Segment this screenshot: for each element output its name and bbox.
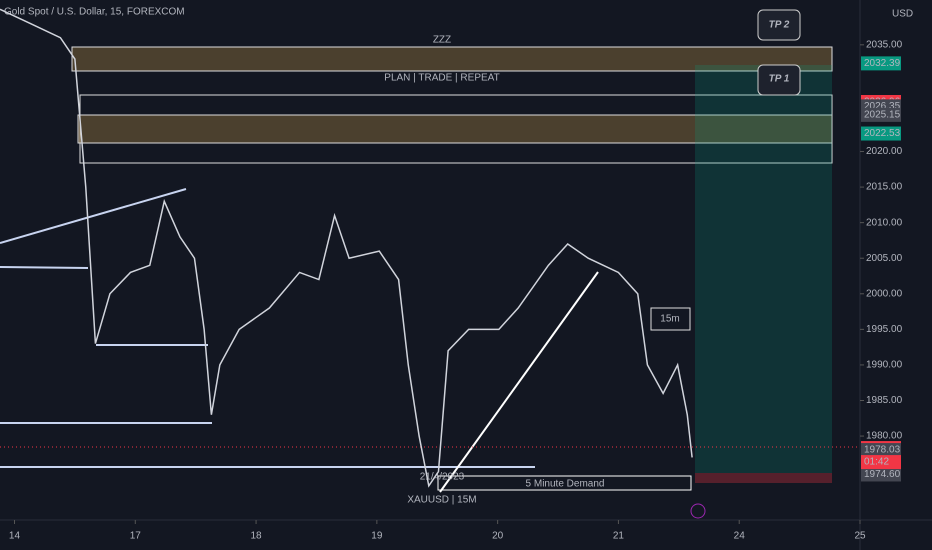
- countdown: 01:42: [864, 457, 889, 468]
- x-tick-label: 21: [613, 531, 625, 542]
- callout: [757, 64, 801, 96]
- price-badge: [861, 467, 901, 482]
- timeframe-label: 15m: [660, 314, 679, 325]
- trend-line: [439, 271, 599, 493]
- demand-box: [437, 475, 692, 491]
- countdown-badge: [861, 455, 901, 470]
- x-tick-label: 25: [854, 531, 866, 542]
- x-tick-label: 17: [130, 531, 142, 542]
- y-tick-label: 2005.00: [866, 253, 903, 264]
- y-tick-label: 2015.00: [866, 182, 903, 193]
- callout-text: TP 2: [769, 20, 790, 31]
- y-tick-label: 2035.00: [866, 39, 903, 50]
- y-tick-label: 2010.00: [866, 217, 903, 228]
- price-badge-label: 2022.53: [864, 128, 901, 139]
- callout-text: TP 1: [769, 74, 790, 85]
- price-badge: [861, 107, 901, 122]
- date-label: 21/4/2023: [420, 472, 465, 483]
- x-tick-label: 24: [734, 531, 746, 542]
- y-tick-label: 1995.00: [866, 324, 903, 335]
- price-badge-label: 2026.35: [864, 101, 901, 112]
- y-tick-label: 1980.00: [866, 431, 903, 442]
- currency: USD: [892, 9, 913, 20]
- x-tick-label: 19: [371, 531, 383, 542]
- watermark-subtitle: PLAN | TRADE | REPEAT: [384, 73, 499, 84]
- price-badge-label: 2032.39: [864, 58, 901, 69]
- label-box: [650, 307, 691, 331]
- trend-line: [0, 188, 187, 244]
- y-tick-label: 1990.00: [866, 360, 903, 371]
- price-badge-label: 1978.03: [864, 445, 901, 456]
- zone-label: 5 Minute Demand: [526, 479, 605, 490]
- y-tick-label: 2000.00: [866, 288, 903, 299]
- x-tick-label: 18: [251, 531, 263, 542]
- x-tick-label: 14: [9, 531, 21, 542]
- stop-area: [695, 473, 832, 483]
- symbol-label: XAUUSD | 15M: [407, 495, 476, 506]
- y-tick-label: 1985.00: [866, 395, 903, 406]
- price-badge: [861, 443, 901, 458]
- price-badge-label: 1974.60: [864, 469, 901, 480]
- symbol-title: Gold Spot / U.S. Dollar, 15, FOREXCOM: [4, 7, 185, 18]
- price-badge: [861, 56, 901, 71]
- supply-zone: [77, 114, 833, 144]
- alert-icon[interactable]: [690, 503, 706, 519]
- callout: [757, 9, 801, 41]
- supply-zone: [71, 46, 833, 72]
- price-badge: [861, 126, 901, 141]
- watermark: ZZZ: [433, 35, 451, 46]
- x-tick-label: 20: [492, 531, 504, 542]
- price-line: [0, 8, 693, 488]
- target-area: [695, 65, 832, 473]
- y-tick-label: 2020.00: [866, 146, 903, 157]
- price-badge-label: 2025.15: [864, 110, 901, 121]
- level-line: [0, 266, 89, 269]
